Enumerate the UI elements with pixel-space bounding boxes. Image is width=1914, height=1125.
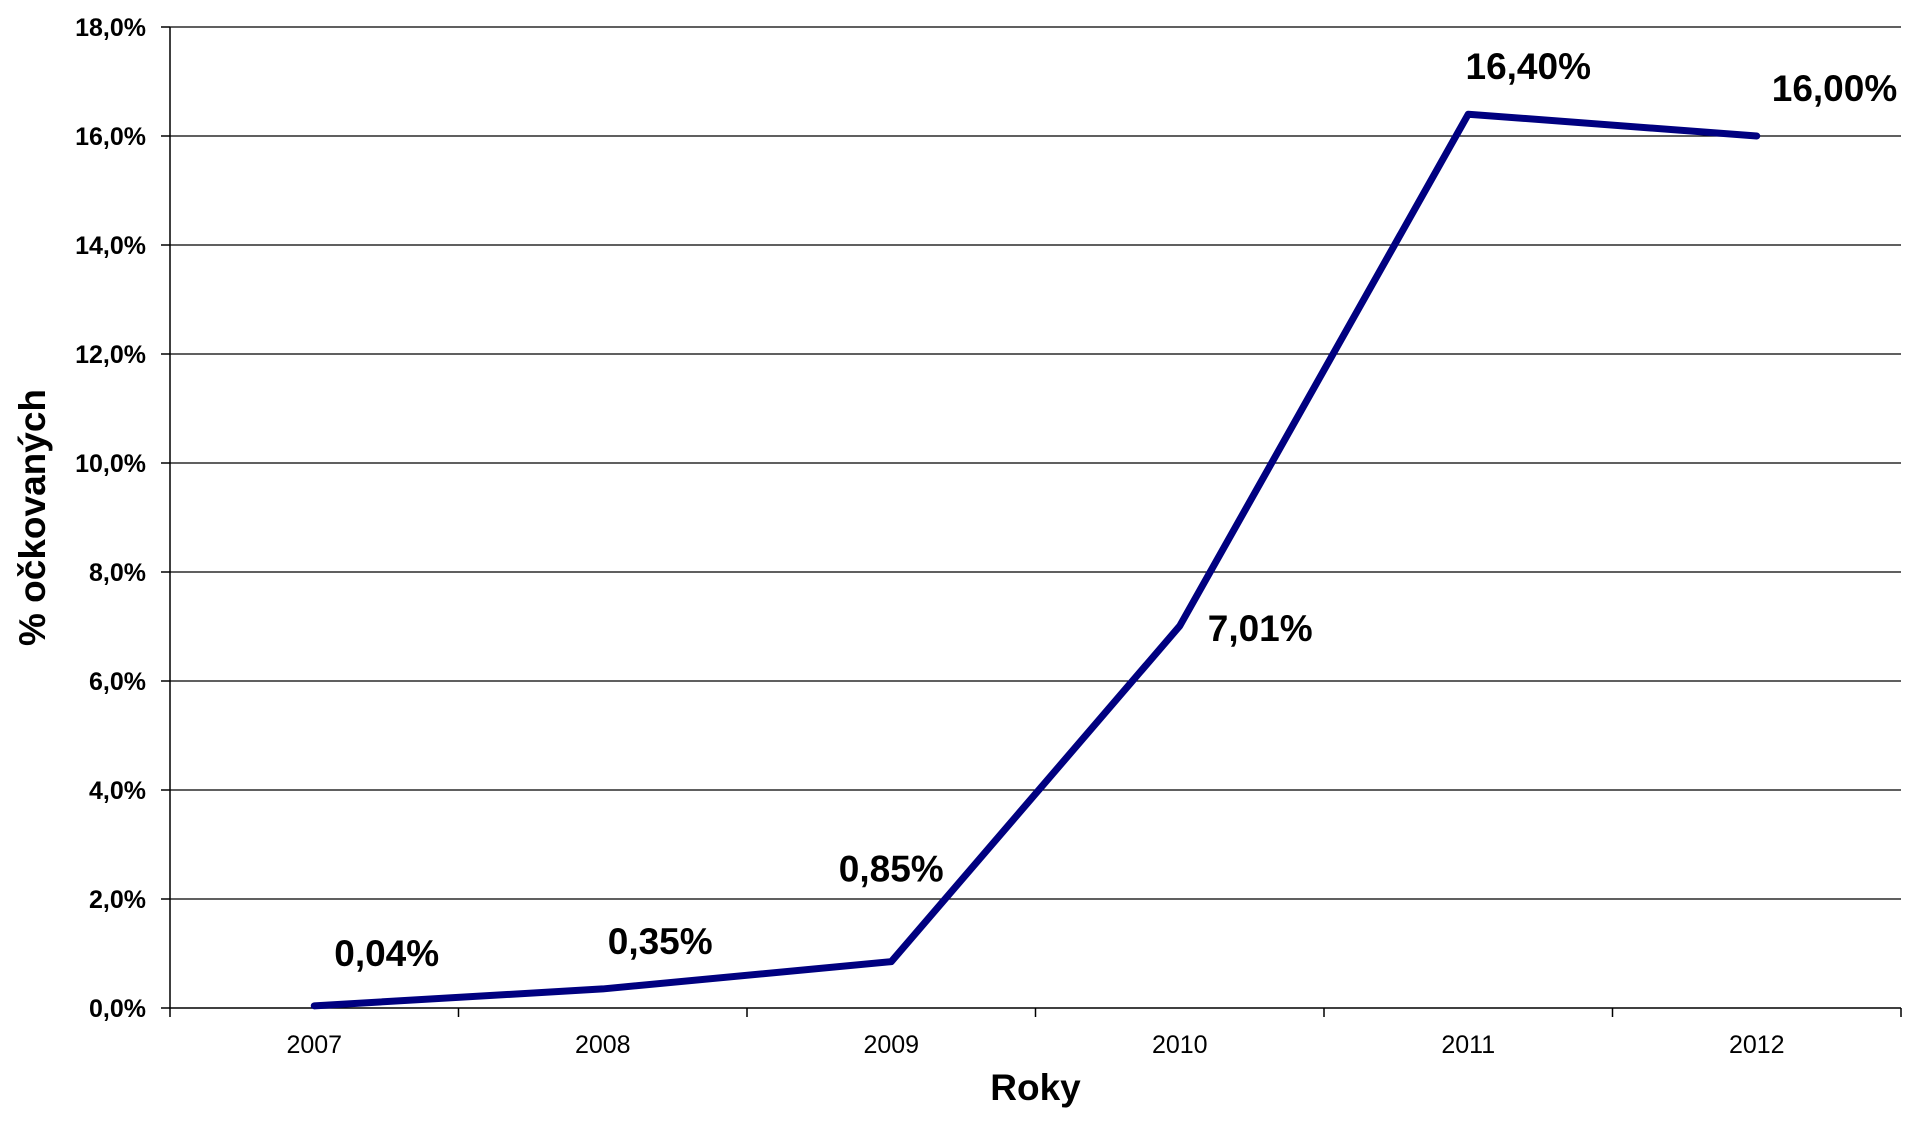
y-tick-label: 0,0% [89,995,146,1023]
data-label: 0,35% [608,921,713,962]
data-label: 7,01% [1208,608,1313,649]
x-tick-label: 2012 [1729,1031,1785,1059]
y-axis-ticks: 0,0% 2,0% 4,0% 6,0% 8,0% 10,0% 12,0% 14,0% 16,0%… [75,14,170,1023]
series-group [310,110,1761,1010]
data-label: 0,04% [334,933,439,974]
gridlines [170,26,1901,900]
x-tick-label: 2010 [1152,1031,1208,1059]
x-tick-label: 2007 [286,1031,342,1059]
y-tick-label: 6,0% [89,668,146,696]
data-label: 0,85% [839,849,944,890]
x-tick-label: 2008 [575,1031,631,1059]
y-tick-label: 8,0% [89,559,146,587]
data-labels: 0,04% 0,35% 0,85% 7,01% 16,40% 16,00% [334,46,1897,974]
data-label: 16,40% [1466,46,1592,87]
series-line [310,110,1761,1010]
data-label: 16,00% [1772,68,1898,109]
x-tick-label: 2011 [1441,1031,1495,1059]
x-tick-label: 2009 [863,1031,919,1059]
y-tick-label: 10,0% [75,450,146,478]
y-tick-label: 2,0% [89,886,146,914]
y-tick-label: 4,0% [89,777,146,805]
x-axis-title: Roky [990,1067,1081,1108]
y-tick-label: 12,0% [75,341,146,369]
y-tick-label: 18,0% [75,14,146,42]
y-tick-label: 14,0% [75,232,146,260]
y-axis-title: % očkovaných [12,389,53,646]
x-axis-ticks: 2007 2008 2009 2010 2011 2012 [169,1008,1902,1059]
y-tick-label: 16,0% [75,123,146,151]
